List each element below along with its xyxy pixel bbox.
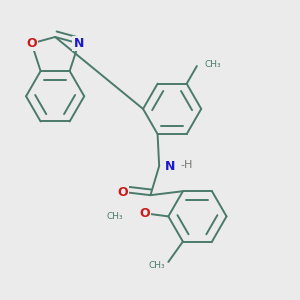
Text: O: O (140, 207, 150, 220)
Text: -H: -H (181, 160, 193, 170)
Text: O: O (26, 37, 37, 50)
Text: CH₃: CH₃ (205, 60, 221, 69)
Text: O: O (118, 186, 128, 199)
Text: N: N (74, 37, 84, 50)
Text: CH₃: CH₃ (106, 212, 123, 220)
Text: CH₃: CH₃ (148, 261, 165, 270)
Text: N: N (165, 160, 175, 172)
